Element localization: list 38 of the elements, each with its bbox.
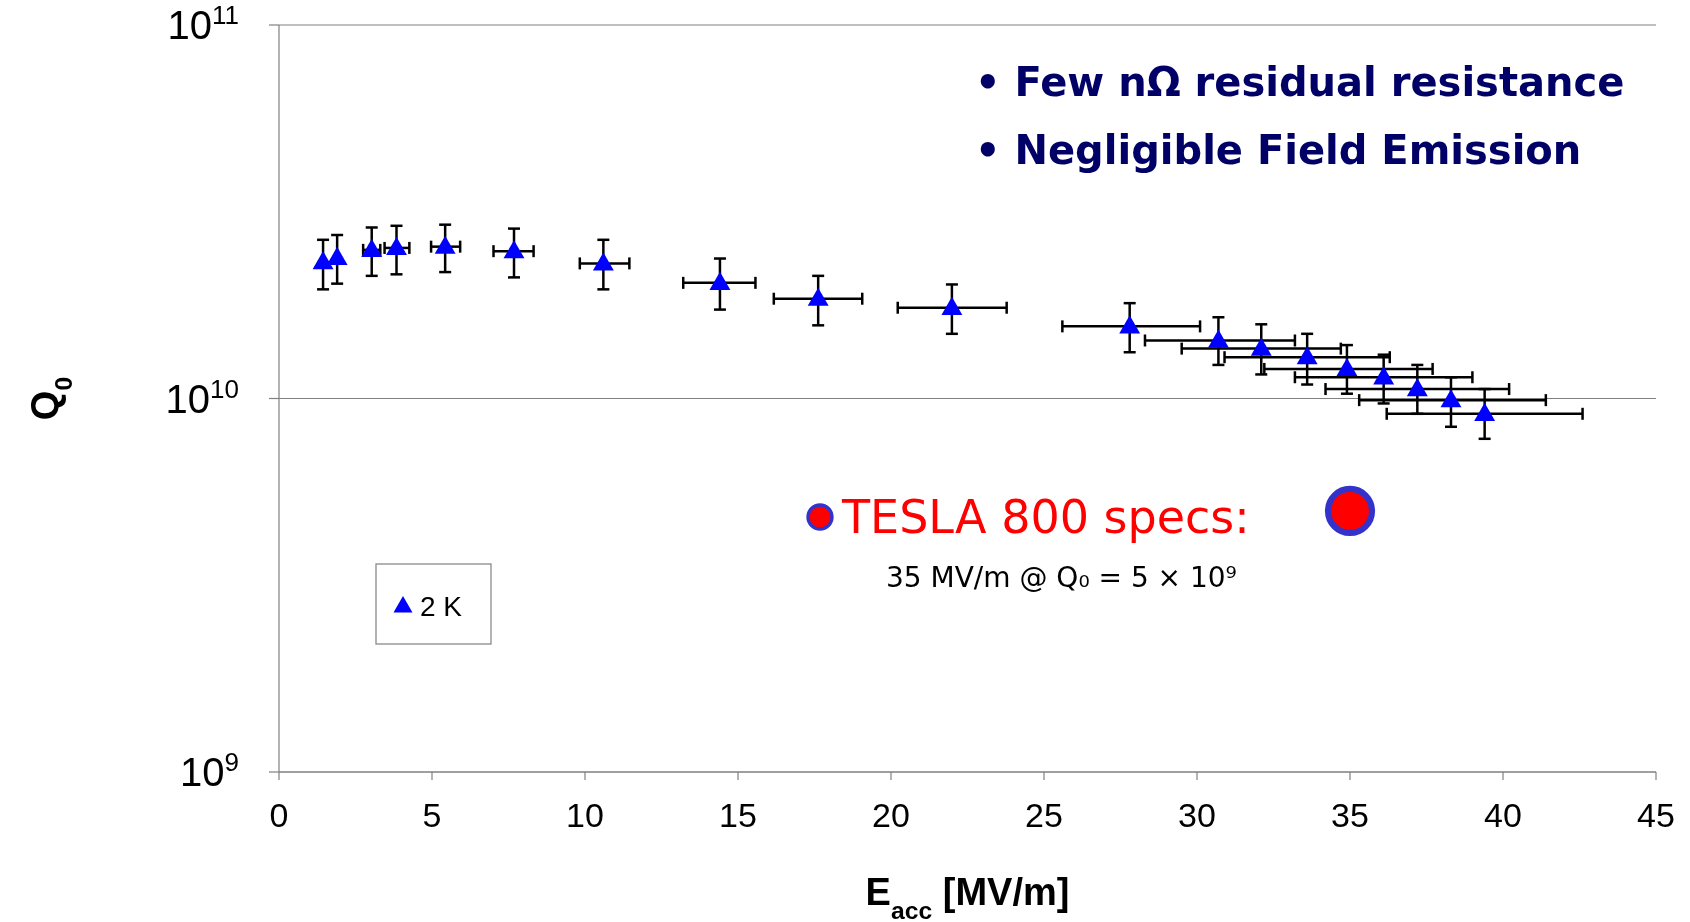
x-tick-label: 45 [1637, 796, 1675, 834]
point [434, 235, 456, 254]
y-tick-label: 10$^{9}$ [180, 747, 239, 794]
x-tick-label: 15 [719, 796, 757, 834]
y-tick-label: 10$^{10}$ [165, 373, 239, 421]
point [1250, 337, 1272, 356]
point [807, 287, 829, 306]
point [709, 271, 731, 290]
point [941, 296, 963, 315]
x-tick-label: 40 [1484, 796, 1522, 834]
point [503, 240, 525, 259]
point [592, 252, 614, 271]
point [1474, 402, 1496, 421]
y-tick-label: 10$^{11}$ [167, 0, 239, 47]
annotation: 35 MV/m @ Q₀ = 5 × 10⁹ [886, 560, 1237, 594]
x-tick-label: 25 [1025, 796, 1063, 834]
point [1324, 485, 1376, 537]
x-tick-label: 5 [422, 796, 442, 834]
x-tick-label: 20 [872, 796, 910, 834]
legend-label: TESLA 800 specs: [841, 490, 1250, 545]
annotation: • Negligible Field Emission [975, 127, 1582, 173]
x-tick-label: 30 [1178, 796, 1216, 834]
annotation: • Few nΩ residual resistance [975, 59, 1625, 105]
legend-label: 2 K [420, 590, 463, 622]
point [1440, 389, 1462, 408]
x-tick-label: 35 [1331, 796, 1369, 834]
point [312, 250, 334, 270]
x-axis-title: E$_{acc}$ [MV/m] [865, 871, 1070, 922]
point [1406, 378, 1428, 397]
x-tick-label: 10 [566, 796, 604, 834]
point [1336, 357, 1358, 377]
point [1296, 346, 1318, 365]
point [1207, 329, 1229, 348]
x-tick-label: 0 [269, 796, 289, 834]
point [1119, 315, 1141, 334]
point [326, 246, 348, 265]
point [1373, 366, 1395, 385]
point [386, 236, 407, 256]
